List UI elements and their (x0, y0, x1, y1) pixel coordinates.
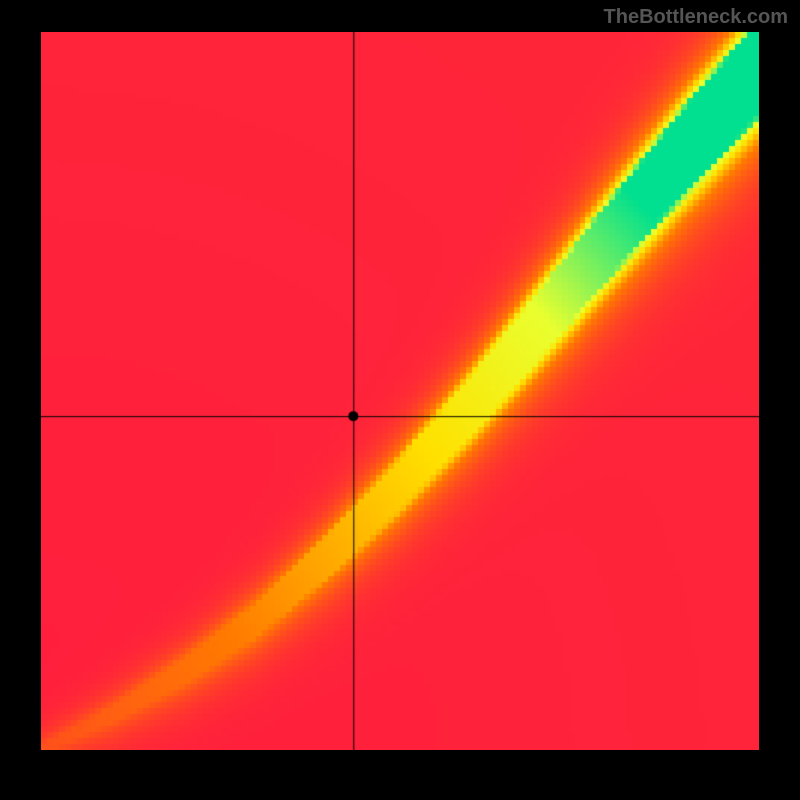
chart-container: TheBottleneck.com (0, 0, 800, 800)
bottleneck-heatmap (41, 32, 759, 750)
watermark-text: TheBottleneck.com (604, 6, 788, 29)
